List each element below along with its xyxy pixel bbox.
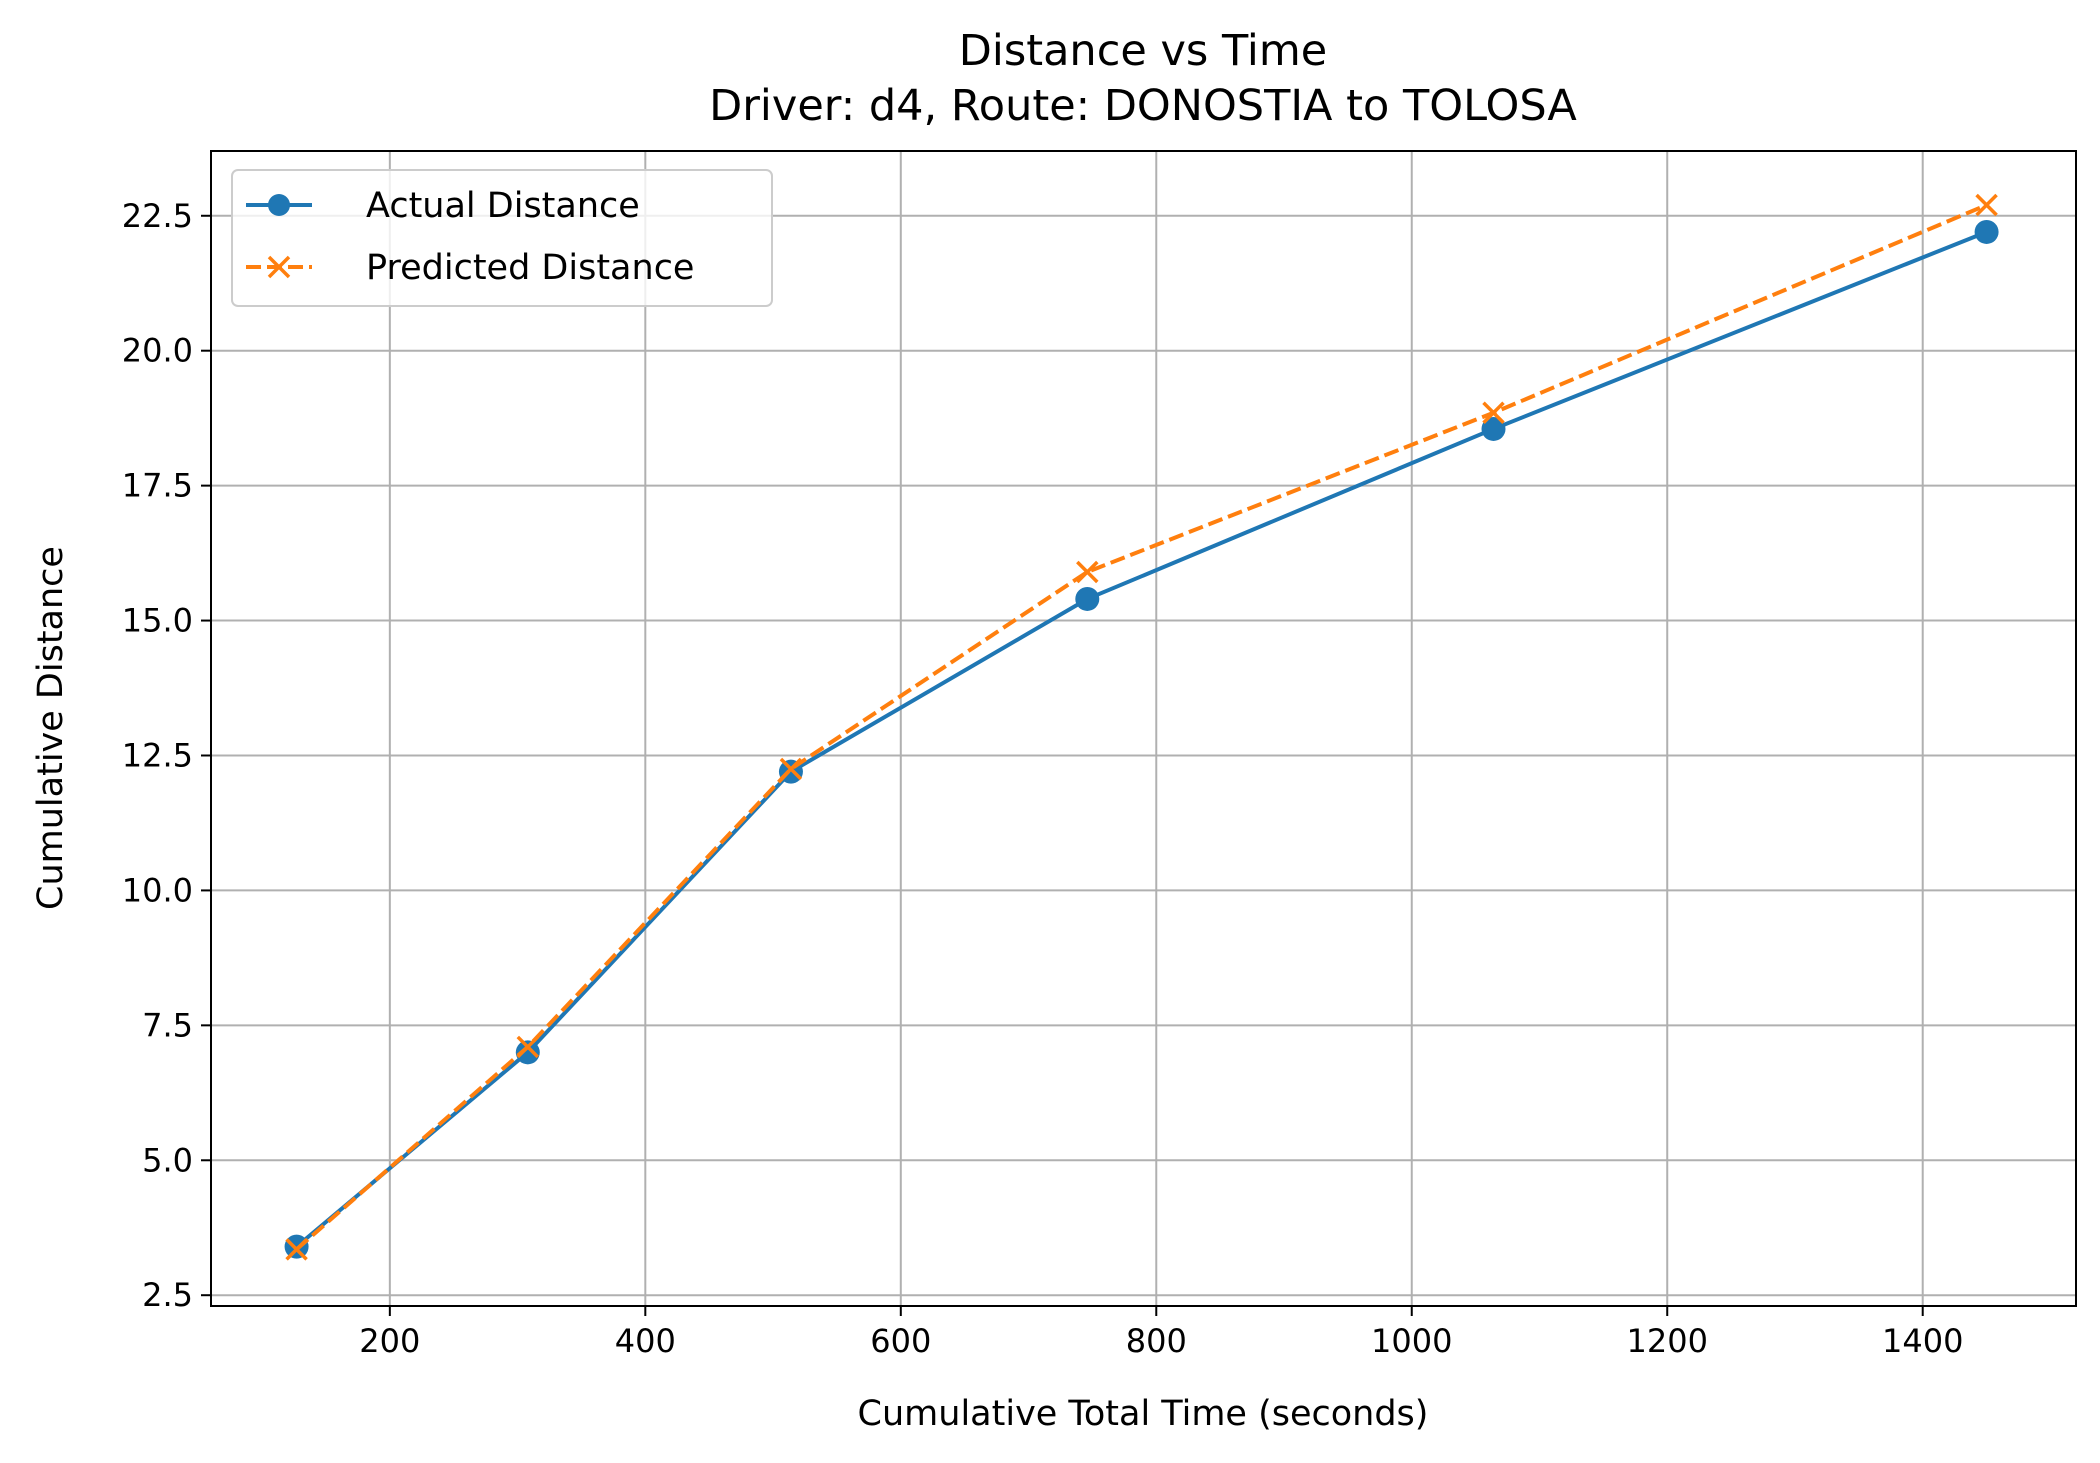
legend-actual-label: Actual Distance [366, 186, 640, 226]
predicted-distance-point [1076, 560, 1099, 584]
actual-distance-point [1481, 416, 1506, 441]
x-tick-label: 1200 [1627, 1322, 1708, 1360]
actual-distance-point [1075, 586, 1100, 611]
legend-entry-predicted: Predicted Distance [246, 248, 694, 288]
actual-distance-line [295, 230, 1988, 1249]
x-axis-label: Cumulative Total Time (seconds) [858, 1394, 1429, 1434]
y-tick-label: 17.5 [122, 467, 193, 505]
y-tick-label: 5.0 [142, 1141, 193, 1179]
y-tick-label: 7.5 [142, 1006, 193, 1044]
chart-subtitle: Driver: d4, Route: DONOSTIA to TOLOSA [709, 81, 1577, 131]
legend-entry-actual: Actual Distance [246, 186, 640, 226]
actual-distance-point [1974, 219, 1999, 244]
legend-predicted-marker [267, 255, 291, 279]
y-tick-label: 12.5 [122, 736, 193, 774]
predicted-distance-point [1975, 193, 1998, 217]
y-tick-label: 10.0 [122, 871, 193, 909]
predicted-distance-point [285, 1238, 308, 1261]
series-layer [284, 193, 1999, 1261]
legend-predicted-label: Predicted Distance [366, 248, 694, 288]
x-tick-label: 600 [870, 1322, 931, 1360]
x-tick-label: 1400 [1882, 1322, 1963, 1360]
x-tick-label: 1000 [1371, 1322, 1452, 1360]
grid-layer [211, 151, 2076, 1306]
predicted-distance-point [1482, 401, 1505, 425]
predicted-distance-point [779, 757, 803, 781]
legend-frame [231, 169, 773, 307]
x-tick-label: 400 [615, 1322, 676, 1360]
predicted-distance-line [295, 203, 1988, 1251]
legend-actual-marker [268, 194, 290, 216]
tick-layer: 200 400 600 800 1000 1200 1400 2.5 5.0 7.5 10.0 12.… [122, 197, 1964, 1360]
legend: Actual Distance Predicted Distance [231, 169, 773, 307]
y-tick-label: 2.5 [142, 1276, 193, 1314]
chart-title: Distance vs Time [959, 26, 1327, 76]
plot-area-background [211, 151, 2076, 1306]
y-axis-label: Cumulative Distance [31, 546, 71, 910]
x-tick-label: 800 [1126, 1322, 1187, 1360]
plot-area-frame [210, 150, 2077, 1307]
y-tick-label: 15.0 [122, 602, 193, 640]
actual-distance-point [284, 1234, 309, 1259]
actual-distance-point [515, 1040, 540, 1065]
y-tick-label: 20.0 [122, 332, 193, 370]
x-tick-label: 200 [359, 1322, 420, 1360]
y-tick-label: 22.5 [122, 197, 193, 235]
predicted-distance-point [516, 1035, 540, 1059]
